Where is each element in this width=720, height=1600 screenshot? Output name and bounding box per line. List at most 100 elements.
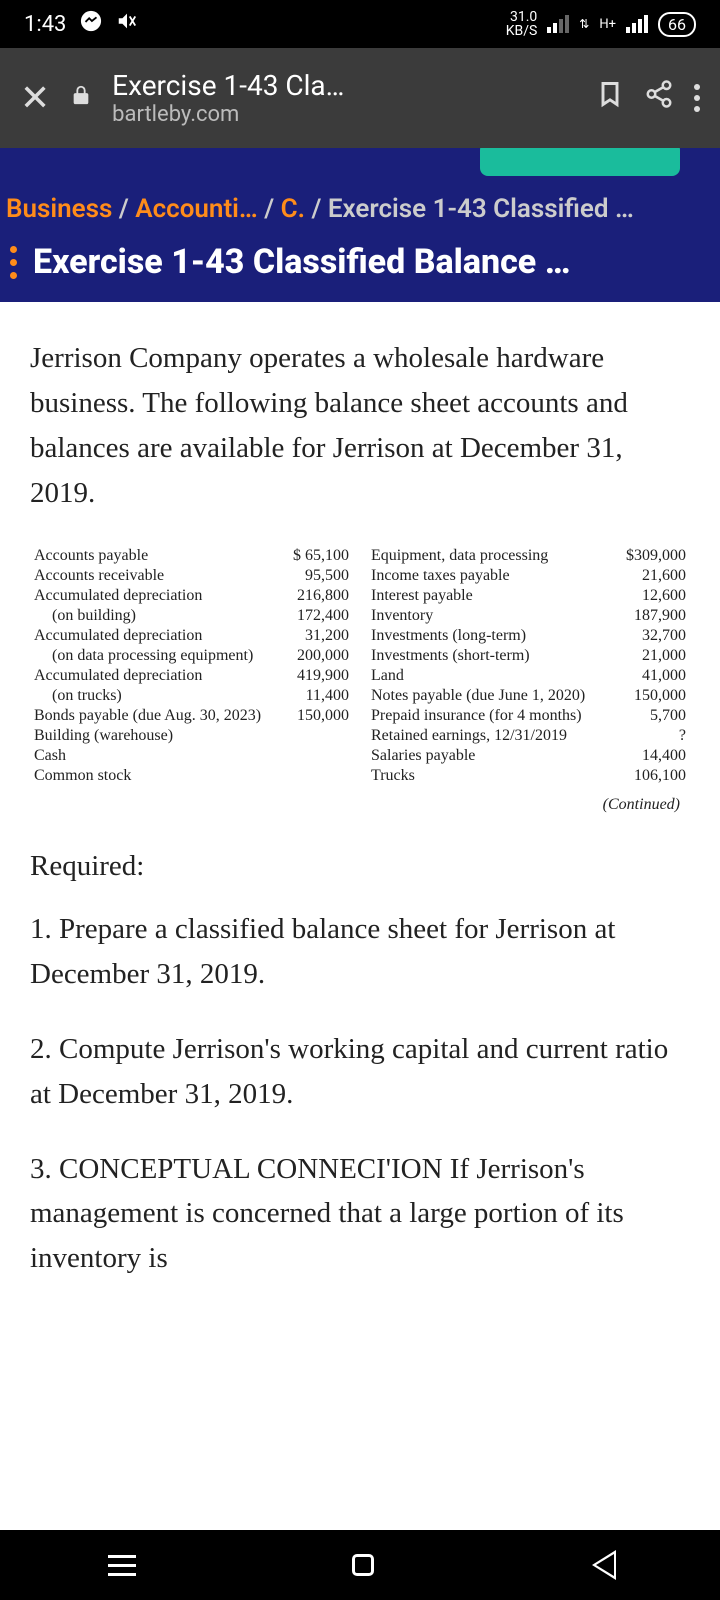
breadcrumb: Business / Accounti… / C. / Exercise 1-4… (0, 176, 720, 234)
right-labels-col: Equipment, data processingIncome taxes p… (371, 546, 606, 786)
table-left-group: Accounts payableAccounts receivableAccum… (34, 546, 349, 786)
data-rate-value: 31.0 (506, 10, 538, 24)
left-labels-col: Accounts payableAccounts receivableAccum… (34, 546, 269, 786)
tab-domain: bartleby.com (112, 102, 576, 127)
table-label: Salaries payable (371, 746, 606, 766)
table-value: 11,400 (269, 686, 349, 706)
browser-bar: ✕ Exercise 1-43 Cla… bartleby.com (0, 48, 720, 148)
table-value: $309,000 (606, 546, 686, 566)
requirement-2: 2. Compute Jerrison's working capital an… (30, 1027, 690, 1117)
table-label: Investments (short-term) (371, 646, 606, 666)
status-right: 31.0 KB/S ⇅ H+ 66 (506, 10, 696, 38)
crumb-chapter[interactable]: C. (281, 194, 305, 224)
table-label: Interest payable (371, 586, 606, 606)
table-value: 12,600 (606, 586, 686, 606)
table-label: Equipment, data processing (371, 546, 606, 566)
status-bar: 1:43 31.0 KB/S ⇅ H+ 66 (0, 0, 720, 48)
crumb-accounting[interactable]: Accounti… (135, 194, 258, 224)
status-left: 1:43 (24, 10, 138, 38)
table-value: 95,500 (269, 566, 349, 586)
updown-icon: ⇅ (579, 17, 589, 31)
table-value: 21,600 (606, 566, 686, 586)
table-label: Common stock (34, 766, 269, 786)
data-rate-unit: KB/S (506, 24, 538, 38)
table-label: (on trucks) (34, 686, 269, 706)
table-label: Building (warehouse) (34, 726, 269, 746)
url-block[interactable]: Exercise 1-43 Cla… bartleby.com (112, 69, 576, 127)
table-label: Inventory (371, 606, 606, 626)
table-label: Accumulated depreciation (34, 666, 269, 686)
table-label: Accounts receivable (34, 566, 269, 586)
system-nav-bar (0, 1530, 720, 1600)
data-rate: 31.0 KB/S (506, 10, 538, 38)
table-label: Accumulated depreciation (34, 586, 269, 606)
table-value: ? (606, 726, 686, 746)
table-value: 32,700 (606, 626, 686, 646)
table-value: 106,100 (606, 766, 686, 786)
table-label: Accounts payable (34, 546, 269, 566)
title-dots-icon[interactable] (10, 246, 17, 279)
table-value: 21,000 (606, 646, 686, 666)
table-value: 41,000 (606, 666, 686, 686)
table-label: Bonds payable (due Aug. 30, 2023) (34, 706, 269, 726)
signal-icon-1 (547, 15, 569, 33)
home-icon[interactable] (352, 1554, 374, 1576)
lock-icon (70, 82, 92, 114)
share-icon[interactable] (644, 79, 674, 117)
balance-sheet-table: Accounts payableAccounts receivableAccum… (30, 546, 690, 786)
messenger-icon (80, 10, 102, 38)
header-strip (0, 148, 720, 176)
crumb-current: Exercise 1-43 Classified … (328, 194, 634, 224)
close-icon[interactable]: ✕ (20, 77, 50, 119)
continued-label: (Continued) (30, 796, 690, 814)
tab-title: Exercise 1-43 Cla… (112, 69, 576, 102)
crumb-separator: / (264, 194, 280, 224)
table-label: Accumulated depreciation (34, 626, 269, 646)
back-icon[interactable] (590, 1552, 612, 1578)
crumb-separator: / (311, 194, 327, 224)
table-label: (on building) (34, 606, 269, 626)
requirement-3: 3. CONCEPTUAL CONNECI'ION If Jerrison's … (30, 1147, 690, 1282)
status-time: 1:43 (24, 12, 66, 37)
table-value: 419,900 (269, 666, 349, 686)
table-gap (349, 546, 371, 786)
bookmark-icon[interactable] (596, 78, 624, 118)
recent-apps-icon[interactable] (108, 1555, 136, 1576)
table-value: 200,000 (269, 646, 349, 666)
more-icon[interactable] (694, 84, 700, 112)
left-values-col: $ 65,10095,500216,800172,40031,200200,00… (269, 546, 349, 786)
requirement-1: 1. Prepare a classified balance sheet fo… (30, 907, 690, 997)
table-label: Land (371, 666, 606, 686)
intro-paragraph: Jerrison Company operates a wholesale ha… (30, 336, 690, 516)
table-label: Prepaid insurance (for 4 months) (371, 706, 606, 726)
table-label: Investments (long-term) (371, 626, 606, 646)
page-content: Business / Accounti… / C. / Exercise 1-4… (0, 148, 720, 1530)
table-value: 5,700 (606, 706, 686, 726)
page-title: Exercise 1-43 Classified Balance … (33, 242, 570, 282)
signal-icon-2 (626, 15, 648, 33)
crumb-separator: / (119, 194, 135, 224)
table-value: 14,400 (606, 746, 686, 766)
table-value: 172,400 (269, 606, 349, 626)
content-body: Jerrison Company operates a wholesale ha… (0, 302, 720, 1331)
crumb-business[interactable]: Business (6, 194, 112, 224)
table-label: Income taxes payable (371, 566, 606, 586)
table-value: 216,800 (269, 586, 349, 606)
table-value: 187,900 (606, 606, 686, 626)
table-value: 150,000 (606, 686, 686, 706)
table-value: 150,000 (269, 706, 349, 726)
table-label: Trucks (371, 766, 606, 786)
table-value: $ 65,100 (269, 546, 349, 566)
table-label: Cash (34, 746, 269, 766)
table-label: Retained earnings, 12/31/2019 (371, 726, 606, 746)
required-heading: Required: (30, 850, 690, 883)
mute-icon (116, 10, 138, 38)
table-right-group: Equipment, data processingIncome taxes p… (371, 546, 686, 786)
table-label: (on data processing equipment) (34, 646, 269, 666)
table-value: 31,200 (269, 626, 349, 646)
battery-indicator: 66 (658, 12, 696, 37)
right-values-col: $309,00021,60012,600187,90032,70021,0004… (606, 546, 686, 786)
table-label: Notes payable (due June 1, 2020) (371, 686, 606, 706)
page-title-row: Exercise 1-43 Classified Balance … (0, 234, 720, 302)
network-type: H+ (599, 17, 616, 32)
